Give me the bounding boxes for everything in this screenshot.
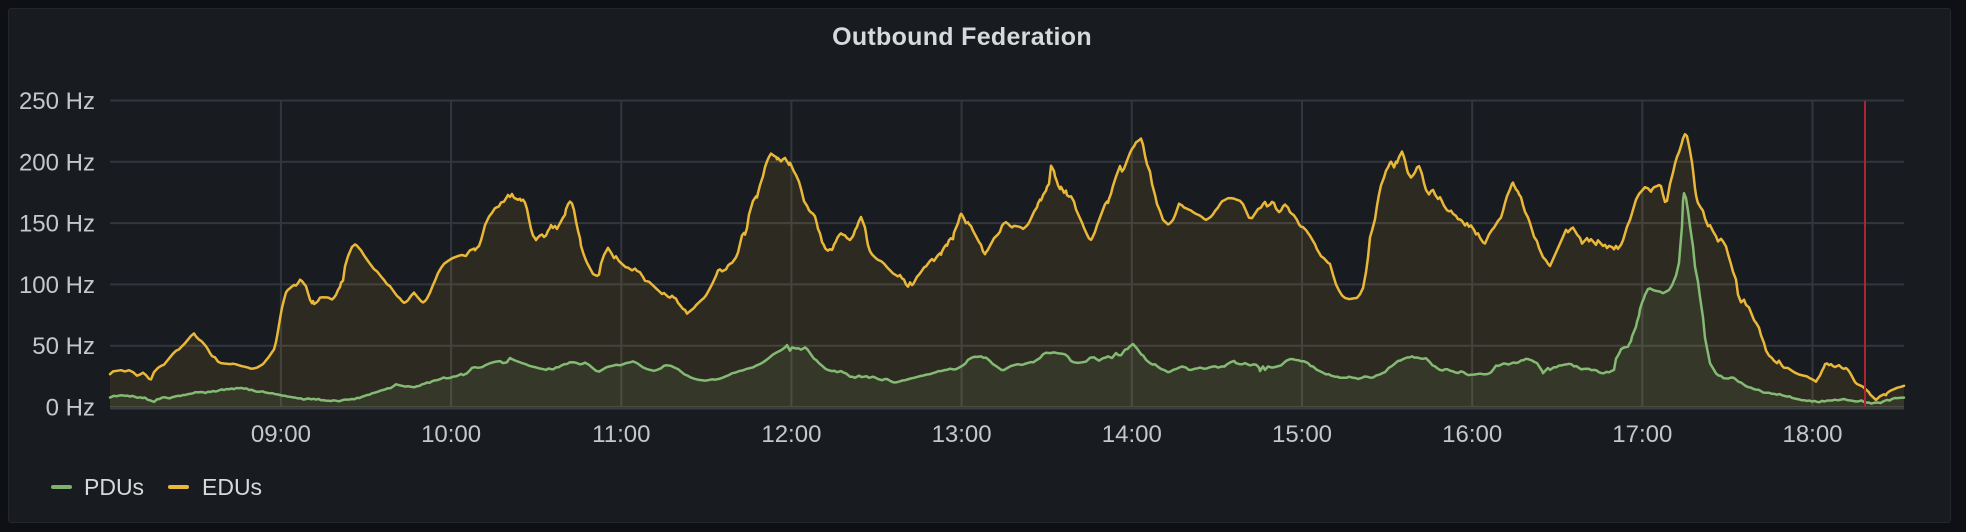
svg-text:EDUs: EDUs xyxy=(202,474,262,500)
svg-text:09:00: 09:00 xyxy=(251,421,311,448)
svg-text:18:00: 18:00 xyxy=(1782,421,1842,448)
svg-text:15:00: 15:00 xyxy=(1272,421,1332,448)
svg-text:14:00: 14:00 xyxy=(1102,421,1162,448)
svg-text:100 Hz: 100 Hz xyxy=(19,272,95,299)
svg-text:200 Hz: 200 Hz xyxy=(19,149,95,176)
svg-text:10:00: 10:00 xyxy=(421,421,481,448)
svg-text:150 Hz: 150 Hz xyxy=(19,211,95,238)
svg-text:11:00: 11:00 xyxy=(592,421,650,448)
svg-text:13:00: 13:00 xyxy=(932,421,992,448)
svg-text:50 Hz: 50 Hz xyxy=(32,333,95,360)
svg-text:250 Hz: 250 Hz xyxy=(19,88,95,115)
svg-text:0 Hz: 0 Hz xyxy=(46,395,95,422)
svg-text:PDUs: PDUs xyxy=(84,474,144,500)
svg-text:16:00: 16:00 xyxy=(1442,421,1502,448)
svg-text:17:00: 17:00 xyxy=(1612,421,1672,448)
svg-text:12:00: 12:00 xyxy=(761,421,821,448)
